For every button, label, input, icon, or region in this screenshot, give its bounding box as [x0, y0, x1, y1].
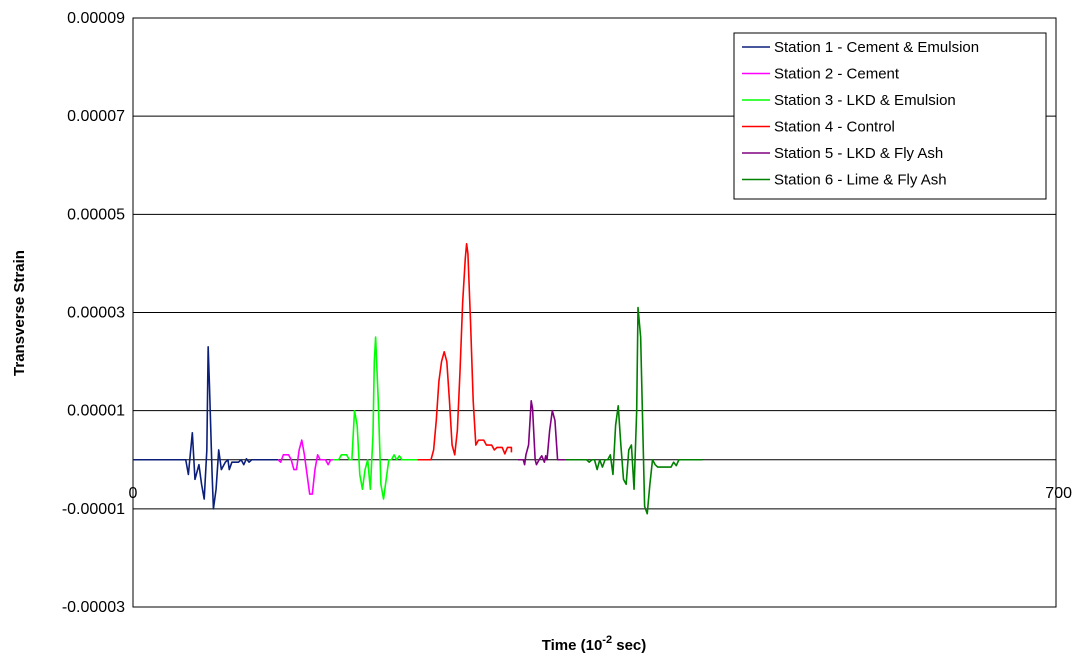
series-line-station-4	[417, 242, 513, 461]
x-tick-label: 0	[129, 485, 138, 502]
series-lines	[133, 242, 703, 515]
legend-label-station-6: Station 6 - Lime & Fly Ash	[774, 172, 947, 189]
y-tick-label: 0.00005	[67, 206, 125, 223]
y-tick-label: -0.00001	[62, 501, 125, 518]
legend-label-station-5: Station 5 - LKD & Fly Ash	[774, 145, 943, 162]
y-tick-label: 0.00009	[67, 10, 125, 27]
legend-label-station-2: Station 2 - Cement	[774, 66, 900, 83]
series-line-station-2	[277, 439, 334, 495]
legend-label-station-1: Station 1 - Cement & Emulsion	[774, 39, 979, 56]
legend-label-station-3: Station 3 - LKD & Emulsion	[774, 92, 956, 109]
legend-label-station-4: Station 4 - Control	[774, 119, 895, 136]
legend-items: Station 1 - Cement & Emulsion Station 2 -…	[742, 39, 979, 189]
y-tick-labels: -0.00003 -0.00001 0.00001 0.00003 0.00005 0.0…	[62, 10, 125, 616]
x-axis-title-main: Time (10	[542, 637, 603, 654]
x-axis-title-end: sec)	[612, 637, 646, 654]
x-axis-title: Time (10-2 sec)	[542, 634, 647, 654]
series-line-station-5	[518, 400, 566, 466]
legend: Station 1 - Cement & Emulsion Station 2 -…	[733, 32, 1047, 200]
y-axis-title: Transverse Strain	[11, 250, 28, 376]
series-line-station-3	[333, 336, 418, 500]
series-line-station-1	[133, 346, 279, 510]
legend-box	[733, 32, 1047, 200]
y-tick-label: 0.00001	[67, 403, 125, 420]
y-tick-label: -0.00003	[62, 599, 125, 616]
series-line-station-6	[565, 306, 703, 515]
x-tick-label: 700	[1045, 485, 1072, 502]
y-tick-label: 0.00003	[67, 305, 125, 322]
x-axis-title-sup: -2	[602, 634, 612, 646]
y-tick-label: 0.00007	[67, 108, 125, 125]
